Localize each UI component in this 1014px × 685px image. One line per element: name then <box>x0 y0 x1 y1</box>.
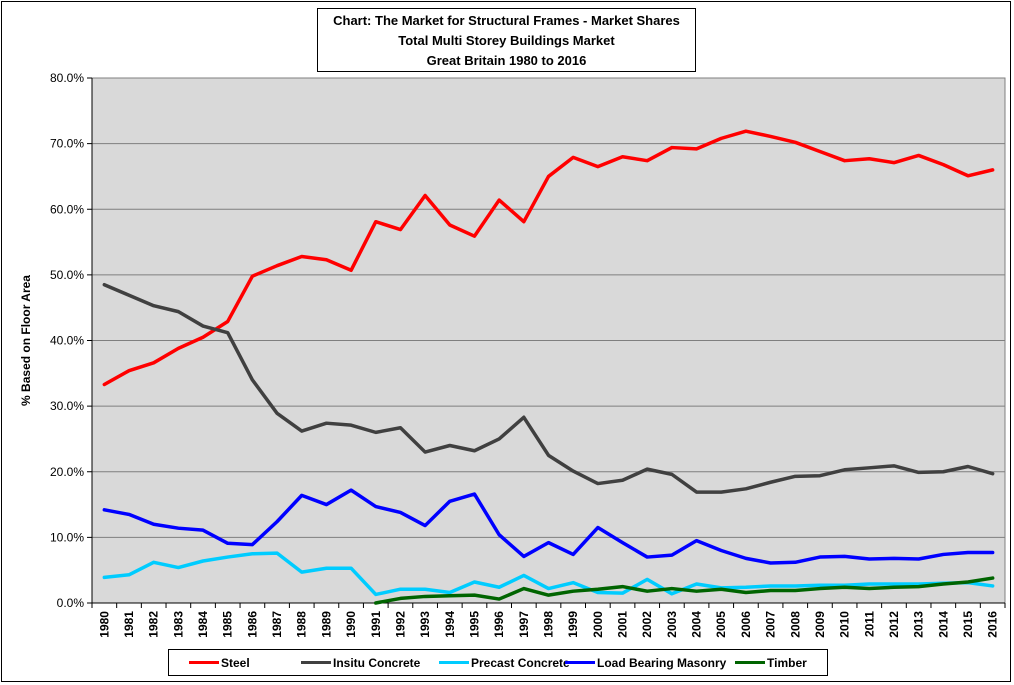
x-tick-label: 1989 <box>319 611 333 638</box>
y-tick-label: 0.0% <box>57 596 85 610</box>
legend-swatch-steel <box>189 661 219 665</box>
y-tick-label: 50.0% <box>50 268 84 282</box>
x-tick-label: 2004 <box>690 611 704 638</box>
x-tick-label: 2005 <box>714 611 728 638</box>
legend-swatch-load-bearing-masonry <box>565 661 595 665</box>
x-tick-label: 1996 <box>492 611 506 638</box>
y-tick-label: 30.0% <box>50 399 84 413</box>
x-tick-label: 1983 <box>171 611 185 638</box>
series-line-precast-concrete <box>102 551 995 597</box>
y-tick-label: 80.0% <box>50 71 84 85</box>
legend-label-precast-concrete: Precast Concrete <box>471 656 570 670</box>
chart-title-line-1: Chart: The Market for Structural Frames … <box>333 13 680 28</box>
x-tick-label: 1986 <box>245 611 259 638</box>
legend-label-load-bearing-masonry: Load Bearing Masonry <box>597 656 727 670</box>
legend-swatch-insitu-concrete <box>301 661 331 665</box>
legend-label-insitu-concrete: Insitu Concrete <box>333 656 421 670</box>
x-tick-label: 2009 <box>813 611 827 638</box>
legend-item-steel: Steel <box>189 654 250 672</box>
y-tick-label: 60.0% <box>50 202 84 216</box>
x-tick-label: 2007 <box>764 611 778 638</box>
x-tick-label: 2001 <box>616 611 630 638</box>
x-tick-label: 1980 <box>97 611 111 638</box>
x-tick-label: 2013 <box>912 611 926 638</box>
legend-item-load-bearing-masonry: Load Bearing Masonry <box>565 654 726 672</box>
x-tick-label: 2016 <box>986 611 1000 638</box>
x-tick-label: 1999 <box>566 611 580 638</box>
y-tick-label: 10.0% <box>50 530 84 544</box>
legend-item-timber: Timber <box>735 654 807 672</box>
x-tick-label: 1990 <box>344 611 358 638</box>
y-axis-label: % Based on Floor Area <box>19 275 33 406</box>
series-line-load-bearing-masonry <box>102 488 995 565</box>
chart-title-line-3: Great Britain 1980 to 2016 <box>426 53 587 68</box>
legend-label-timber: Timber <box>767 656 807 670</box>
x-tick-label: 1995 <box>467 611 481 638</box>
chart-legend: Steel Insitu Concrete Precast Concrete L… <box>168 649 828 676</box>
x-tick-label: 1985 <box>221 611 235 638</box>
x-tick-label: 1992 <box>393 611 407 638</box>
chart-title-line-2: Total Multi Storey Buildings Market <box>398 33 615 48</box>
chart-title: Chart: The Market for Structural Frames … <box>317 8 696 72</box>
x-tick-label: 1987 <box>270 611 284 638</box>
x-tick-label: 1981 <box>122 611 136 638</box>
x-tick-label: 2015 <box>961 611 975 638</box>
x-tick-label: 1994 <box>443 611 457 638</box>
x-tick-label: 1988 <box>295 611 309 638</box>
x-tick-label: 1982 <box>147 611 161 638</box>
x-tick-label: 2008 <box>788 611 802 638</box>
y-tick-label: 40.0% <box>50 334 84 348</box>
y-tick-label: 20.0% <box>50 465 84 479</box>
legend-swatch-precast-concrete <box>439 661 469 665</box>
x-tick-label: 1993 <box>418 611 432 638</box>
series-line-steel <box>102 129 995 387</box>
x-tick-label: 1998 <box>542 611 556 638</box>
legend-item-insitu-concrete: Insitu Concrete <box>301 654 420 672</box>
series-line-timber <box>374 576 995 605</box>
x-tick-label: 2011 <box>862 611 876 637</box>
x-tick-label: 2002 <box>640 611 654 638</box>
x-tick-label: 2014 <box>936 611 950 638</box>
y-tick-label: 70.0% <box>50 137 84 151</box>
x-tick-label: 1984 <box>196 611 210 638</box>
series-line-insitu-concrete <box>102 282 995 494</box>
legend-item-precast-concrete: Precast Concrete <box>439 654 570 672</box>
x-tick-label: 2012 <box>887 611 901 638</box>
legend-label-steel: Steel <box>221 656 250 670</box>
legend-swatch-timber <box>735 661 765 665</box>
x-tick-label: 2006 <box>739 611 753 638</box>
x-tick-label: 2000 <box>591 611 605 638</box>
x-tick-label: 1997 <box>517 611 531 638</box>
x-tick-label: 2010 <box>838 611 852 638</box>
x-tick-label: 1991 <box>369 611 383 638</box>
x-tick-label: 2003 <box>665 611 679 638</box>
